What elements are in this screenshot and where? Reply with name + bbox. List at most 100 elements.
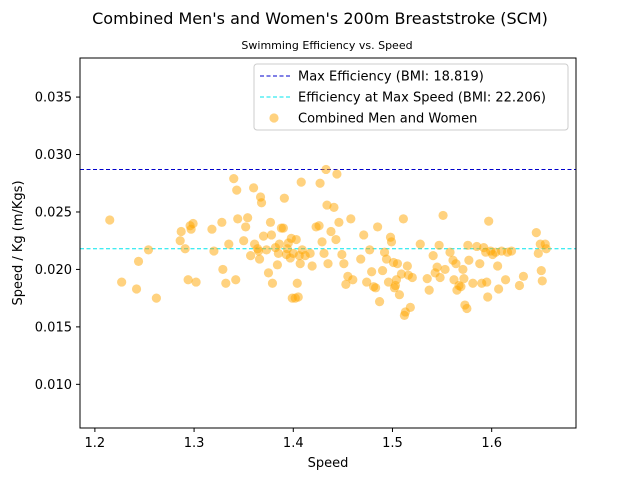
data-point	[292, 278, 302, 288]
data-point	[472, 241, 482, 252]
data-point	[518, 271, 529, 281]
legend-box	[253, 63, 569, 131]
data-point	[374, 297, 385, 307]
data-point	[379, 247, 390, 257]
data-point	[459, 274, 469, 284]
data-point	[434, 240, 444, 250]
data-point	[307, 261, 317, 271]
data-point	[217, 217, 227, 227]
legend-entry-series-marker	[269, 113, 279, 123]
data-point	[191, 277, 201, 287]
y-tick-label: 0.010	[35, 378, 72, 393]
data-point	[536, 265, 546, 276]
x-tick-label: 1.4	[283, 436, 304, 451]
data-point	[440, 264, 450, 275]
data-point	[273, 248, 283, 258]
data-point	[428, 251, 438, 261]
data-point	[500, 275, 511, 285]
legend-entry-series-label: Combined Men and Women	[298, 112, 477, 127]
data-point	[463, 240, 473, 250]
data-point	[233, 214, 243, 224]
data-point	[274, 239, 284, 249]
data-point	[143, 245, 154, 255]
y-tick-label: 0.035	[35, 91, 72, 106]
data-point	[315, 178, 325, 188]
data-point	[435, 272, 445, 283]
data-point	[362, 277, 372, 287]
x-tick-label: 1.2	[85, 436, 106, 451]
y-tick-label: 0.015	[35, 320, 72, 335]
data-point	[377, 265, 388, 276]
data-point	[506, 246, 517, 256]
data-point	[464, 255, 474, 265]
data-point	[337, 249, 347, 260]
data-point	[494, 284, 504, 294]
data-point	[296, 177, 306, 187]
data-point	[531, 228, 541, 238]
data-point	[367, 267, 377, 277]
data-point	[383, 277, 394, 287]
data-point	[231, 275, 241, 285]
data-point	[151, 293, 161, 303]
data-point	[278, 223, 288, 233]
data-point	[484, 216, 494, 226]
legend-entry-max-efficiency-label: Max Efficiency (BMI: 18.819)	[298, 70, 484, 85]
data-point	[398, 214, 408, 224]
data-point	[176, 226, 186, 237]
data-point	[218, 264, 228, 275]
data-point	[266, 230, 277, 240]
data-point	[224, 239, 234, 249]
x-tick-label: 1.6	[481, 436, 502, 451]
data-point	[346, 214, 356, 224]
axis-ticks: 1.2 1.3 1.4 1.5 1.6 0.010 0.015 0.020 0.025 0.030…	[35, 91, 502, 451]
data-point	[131, 284, 142, 294]
data-point	[254, 254, 265, 264]
data-point	[514, 280, 525, 291]
data-point	[483, 292, 493, 302]
data-point	[365, 245, 375, 255]
data-point	[415, 239, 425, 249]
legend: Max Efficiency (BMI: 18.819) Efficiency a…	[253, 63, 569, 131]
data-point	[402, 261, 412, 271]
data-point	[493, 261, 503, 271]
y-tick-label: 0.025	[35, 205, 72, 220]
data-point	[394, 290, 405, 300]
data-point	[332, 169, 342, 179]
data-point	[249, 183, 259, 193]
data-point	[468, 278, 478, 288]
x-tick-label: 1.5	[382, 436, 403, 451]
data-point	[462, 303, 472, 314]
x-tick-label: 1.3	[184, 436, 205, 451]
chart-suptitle: Combined Men's and Women's 200m Breastst…	[92, 9, 548, 28]
data-point	[392, 259, 403, 269]
data-point	[293, 292, 303, 302]
data-point	[424, 285, 434, 295]
data-point	[323, 259, 333, 269]
data-point	[232, 185, 242, 195]
y-tick-label: 0.020	[35, 263, 72, 278]
y-axis-label: Speed / Kg (m/Kgs)	[11, 180, 26, 305]
data-point	[432, 262, 442, 272]
data-point	[305, 248, 315, 258]
data-point	[243, 213, 253, 223]
x-axis-label: Speed	[308, 456, 349, 471]
data-point	[322, 200, 332, 210]
data-point	[253, 246, 264, 256]
data-point	[261, 245, 272, 255]
data-point	[209, 246, 219, 256]
data-point	[339, 259, 349, 269]
data-point	[175, 236, 185, 246]
data-point	[405, 302, 415, 312]
data-point	[180, 244, 190, 254]
data-point	[407, 272, 417, 283]
data-point	[334, 217, 344, 227]
data-point	[314, 221, 324, 231]
data-point	[396, 269, 407, 279]
data-point	[279, 193, 289, 203]
data-point	[188, 218, 198, 229]
data-point	[451, 259, 461, 269]
data-point	[183, 275, 193, 285]
legend-entry-max-speed-label: Efficiency at Max Speed (BMI: 22.206)	[298, 91, 546, 106]
data-point	[267, 278, 278, 288]
data-point	[458, 264, 468, 275]
